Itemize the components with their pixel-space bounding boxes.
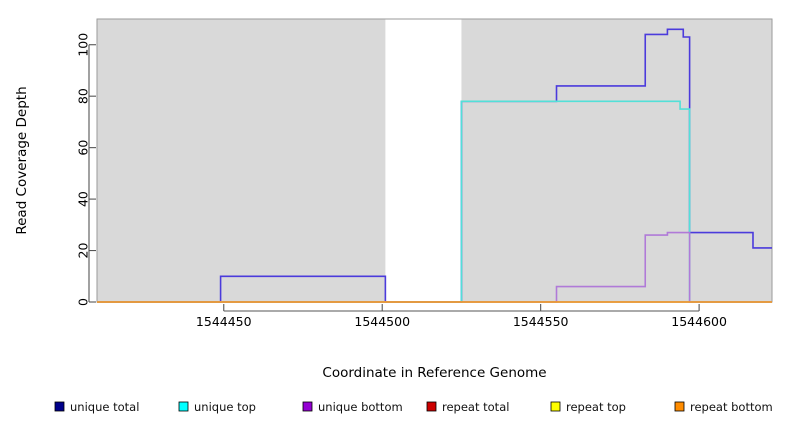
y-tick-label: 20	[76, 243, 91, 259]
legend-swatch-repeat-total	[426, 401, 437, 412]
legend-swatch-unique-bottom	[302, 401, 313, 412]
legend-label-unique-total: unique total	[70, 400, 139, 414]
legend-label-repeat-total: repeat total	[442, 400, 509, 414]
x-tick-label: 1544550	[513, 314, 569, 329]
x-axis: 1544450 1544500 1544550 1544600	[196, 304, 727, 329]
y-tick-label: 40	[76, 191, 91, 207]
legend-label-repeat-bottom: repeat bottom	[690, 400, 773, 414]
x-tick-label: 1544450	[196, 314, 252, 329]
legend-swatch-unique-top	[178, 401, 189, 412]
series-line-unique-bottom	[97, 231, 772, 303]
x-tick-label: 1544600	[671, 314, 727, 329]
panel-bg-left	[97, 19, 386, 302]
plot-panel-background	[96, 18, 773, 303]
panel-bg-right	[461, 19, 772, 302]
y-axis: 0 20 40 60 80 100	[76, 33, 96, 306]
x-axis-title: Coordinate in Reference Genome	[322, 365, 546, 381]
chart-legend: unique total unique top unique bottom repea…	[54, 400, 773, 414]
legend-swatch-repeat-bottom	[674, 401, 685, 412]
y-tick-label: 100	[76, 33, 91, 57]
legend-swatch-repeat-top	[550, 401, 561, 412]
legend-label-repeat-top: repeat top	[566, 400, 626, 414]
legend-swatch-unique-total	[54, 401, 65, 412]
y-tick-label: 80	[76, 88, 91, 104]
x-tick-label: 1544500	[354, 314, 410, 329]
y-axis-title: Read Coverage Depth	[14, 86, 30, 234]
y-tick-label: 60	[76, 140, 91, 156]
legend-label-unique-bottom: unique bottom	[318, 400, 403, 414]
y-tick-label: 0	[76, 298, 91, 306]
series-layer	[97, 28, 772, 303]
legend-label-unique-top: unique top	[194, 400, 256, 414]
